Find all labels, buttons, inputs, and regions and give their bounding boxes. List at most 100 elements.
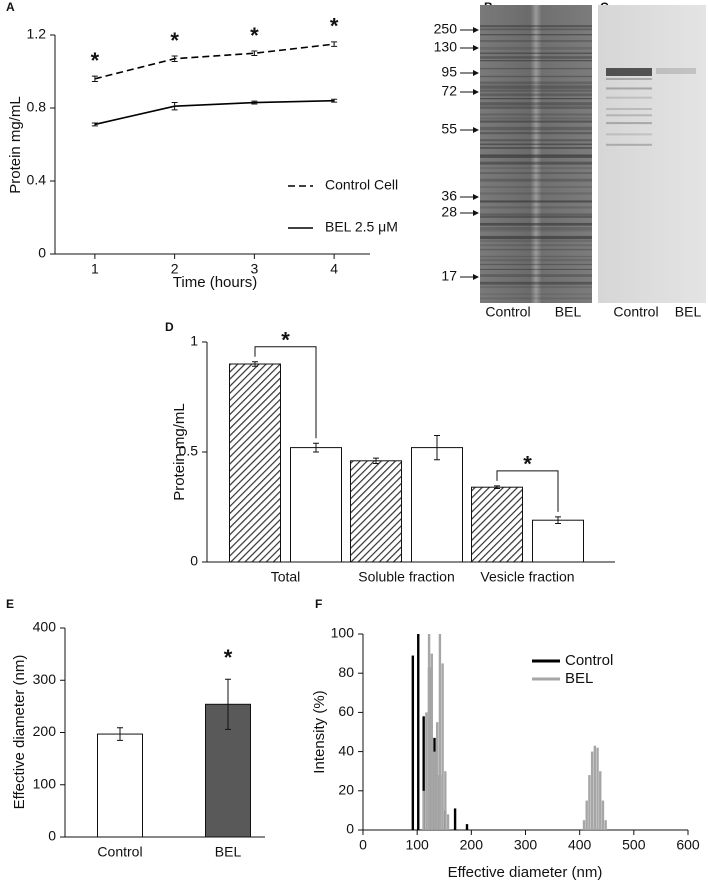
intensity-bar bbox=[436, 722, 439, 830]
gel-band bbox=[480, 60, 592, 62]
gel-band bbox=[480, 46, 592, 50]
gel-band bbox=[480, 186, 592, 188]
y-tick-label: 60 bbox=[338, 703, 354, 719]
y-tick-label: 100 bbox=[33, 775, 57, 791]
bar bbox=[97, 733, 143, 838]
significance-bracket bbox=[496, 470, 559, 512]
x-tick-label: 1 bbox=[91, 261, 99, 277]
x-tick-label: 0 bbox=[359, 837, 367, 853]
gel-band bbox=[480, 52, 592, 55]
y-tick-label: 0 bbox=[38, 245, 46, 261]
intensity-bar bbox=[593, 745, 597, 830]
gel-band bbox=[480, 297, 592, 300]
x-tick-label: 3 bbox=[250, 261, 258, 277]
gel-band bbox=[480, 75, 592, 78]
significance: * bbox=[523, 452, 532, 477]
error-bar bbox=[117, 727, 123, 741]
gel-band bbox=[480, 200, 592, 203]
error-bar bbox=[434, 435, 440, 461]
y-tick-label: 300 bbox=[33, 671, 57, 687]
error-bar bbox=[555, 516, 561, 524]
gel-band bbox=[480, 216, 592, 218]
x-axis-title: Time (hours) bbox=[173, 274, 257, 291]
intensity-bar bbox=[588, 775, 591, 830]
significance: * bbox=[250, 23, 259, 48]
intensity-bar bbox=[585, 800, 588, 830]
gel-band bbox=[480, 167, 592, 169]
gel-band bbox=[656, 68, 696, 74]
intensity-bar bbox=[430, 653, 433, 830]
y-tick-label: 0 bbox=[48, 828, 56, 844]
x-tick-label: Control bbox=[97, 844, 142, 860]
panel-label: F bbox=[315, 597, 322, 611]
gel-band bbox=[606, 87, 652, 90]
error-bar bbox=[494, 485, 500, 490]
bar bbox=[471, 486, 523, 563]
gel-band bbox=[480, 154, 592, 158]
intensity-bar bbox=[590, 751, 594, 830]
gel-band bbox=[480, 89, 592, 92]
marker-label: 250 bbox=[434, 21, 458, 37]
significance: * bbox=[224, 645, 233, 670]
gel-band bbox=[480, 93, 592, 97]
bar bbox=[229, 363, 281, 563]
y-axis-title: Intensity (%) bbox=[311, 690, 328, 773]
x-tick-label: 200 bbox=[460, 837, 484, 853]
error-bar bbox=[91, 75, 98, 83]
significance: * bbox=[91, 48, 100, 73]
intensity-bar bbox=[425, 712, 428, 830]
y-tick-label: 400 bbox=[33, 619, 57, 635]
gel-band bbox=[480, 126, 592, 131]
y-tick-label: 0 bbox=[190, 553, 198, 569]
legend-label: Control Cell bbox=[325, 177, 398, 193]
gel-band bbox=[480, 255, 592, 258]
gel-band bbox=[480, 263, 592, 266]
gel-image bbox=[480, 5, 592, 303]
gel-band bbox=[480, 281, 592, 285]
x-tick-label: BEL bbox=[215, 844, 242, 860]
gel-band bbox=[606, 114, 652, 117]
error-bar bbox=[251, 50, 258, 56]
error-bar bbox=[331, 41, 338, 47]
gel-band bbox=[480, 248, 592, 251]
gel-band bbox=[480, 206, 592, 209]
x-tick-label: 300 bbox=[514, 837, 538, 853]
error-bar bbox=[171, 55, 178, 62]
error-bar bbox=[171, 102, 178, 111]
intensity-bar bbox=[422, 790, 425, 830]
gel-band bbox=[480, 235, 592, 240]
gel-band bbox=[480, 40, 592, 43]
y-tick-label: 200 bbox=[33, 723, 57, 739]
bar bbox=[411, 447, 463, 563]
intensity-bar bbox=[427, 634, 431, 830]
gel-band bbox=[480, 293, 592, 295]
significance: * bbox=[170, 28, 179, 53]
intensity-bar bbox=[411, 655, 415, 830]
y-tick-label: 0.4 bbox=[27, 172, 47, 188]
gel-band bbox=[480, 67, 592, 70]
gel-band bbox=[480, 147, 592, 149]
gel-band bbox=[480, 178, 592, 182]
gel-band bbox=[480, 131, 592, 135]
gel-band bbox=[480, 34, 592, 36]
gel-band bbox=[480, 120, 592, 123]
gel-band bbox=[480, 113, 592, 116]
lane-label: Control bbox=[485, 304, 530, 320]
error-bar bbox=[225, 678, 231, 730]
gel-band bbox=[480, 161, 592, 165]
gel-band bbox=[480, 139, 592, 142]
panel-label: D bbox=[165, 320, 174, 334]
gel-band bbox=[480, 85, 592, 89]
y-tick-label: 40 bbox=[338, 742, 354, 758]
intensity-bar bbox=[599, 771, 602, 830]
y-tick-label: 1.2 bbox=[27, 26, 47, 42]
gel-band bbox=[480, 117, 592, 120]
x-tick-label: 4 bbox=[330, 261, 338, 277]
bar bbox=[290, 447, 342, 563]
marker-label: 95 bbox=[441, 64, 457, 80]
gel-band bbox=[480, 172, 592, 174]
gel-band bbox=[480, 286, 592, 289]
intensity-bar bbox=[453, 808, 457, 830]
x-tick-label: 400 bbox=[568, 837, 592, 853]
